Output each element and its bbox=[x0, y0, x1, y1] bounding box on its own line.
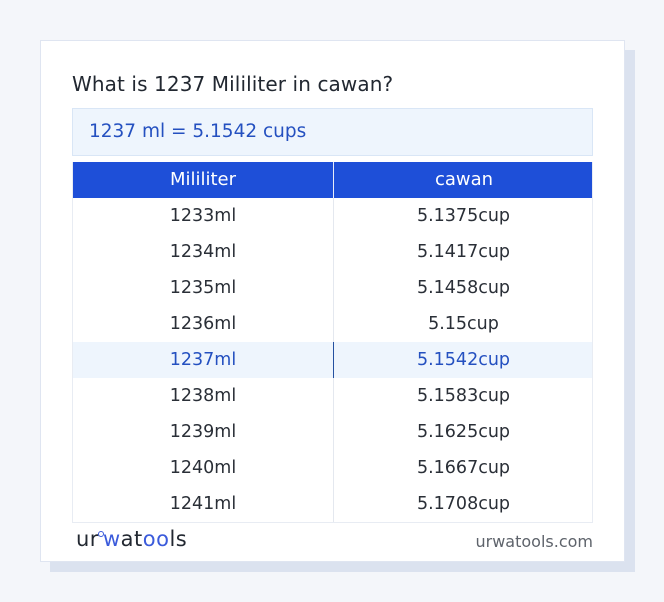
table-row: 1234ml 5.1417cup bbox=[73, 234, 592, 270]
cell-cup: 5.15cup bbox=[428, 314, 499, 334]
conversion-card: What is 1237 Mililiter in cawan? 1237 ml… bbox=[40, 40, 625, 562]
table-header: Mililiter cawan bbox=[73, 162, 592, 198]
cell-cup: 5.1667cup bbox=[416, 458, 511, 478]
cell-ml: 1235ml bbox=[73, 270, 334, 306]
table-row: 1238ml 5.1583cup bbox=[73, 378, 592, 414]
column-header-mililiter: Mililiter bbox=[73, 162, 334, 198]
cell-cup: 5.1458cup bbox=[416, 278, 511, 298]
page-title: What is 1237 Mililiter in cawan? bbox=[72, 72, 394, 96]
cell-cup: 5.1583cup bbox=[416, 386, 511, 406]
table-row: 1240ml 5.1667cup bbox=[73, 450, 592, 486]
result-text: 1237 ml = 5.1542 cups bbox=[89, 121, 307, 142]
conversion-table: Mililiter cawan 1233ml 5.1375cup 1234ml … bbox=[72, 162, 593, 523]
cell-ml: 1241ml bbox=[73, 486, 334, 522]
cell-ml: 1240ml bbox=[73, 450, 334, 486]
logo-text-at: at bbox=[120, 527, 143, 551]
logo-text-ls: ls bbox=[169, 527, 188, 551]
cell-cup: 5.1625cup bbox=[416, 422, 511, 442]
result-box: 1237 ml = 5.1542 cups bbox=[72, 108, 593, 156]
column-header-cawan: cawan bbox=[434, 169, 494, 190]
table-row: 1239ml 5.1625cup bbox=[73, 414, 592, 450]
logo-text-w: w bbox=[102, 527, 121, 551]
cell-ml: 1234ml bbox=[73, 234, 334, 270]
cell-ml: 1237ml bbox=[73, 342, 334, 378]
logo-text-ur: ur bbox=[76, 527, 99, 551]
table-row: 1233ml 5.1375cup bbox=[73, 198, 592, 234]
table-row: 1236ml 5.15cup bbox=[73, 306, 592, 342]
cell-ml: 1233ml bbox=[73, 198, 334, 234]
logo-text-oo: oo bbox=[142, 527, 170, 551]
table-row-highlighted: 1237ml 5.1542cup bbox=[73, 342, 592, 378]
table-row: 1241ml 5.1708cup bbox=[73, 486, 592, 522]
cell-cup: 5.1375cup bbox=[416, 206, 511, 226]
cell-cup: 5.1417cup bbox=[416, 242, 511, 262]
table-row: 1235ml 5.1458cup bbox=[73, 270, 592, 306]
cell-ml: 1239ml bbox=[73, 414, 334, 450]
urwatools-logo: ur watools bbox=[76, 527, 187, 551]
cell-cup: 5.1542cup bbox=[416, 350, 511, 370]
logo-dot-icon bbox=[97, 531, 104, 537]
cell-cup: 5.1708cup bbox=[416, 494, 511, 514]
footer-url: urwatools.com bbox=[475, 532, 594, 551]
cell-ml: 1238ml bbox=[73, 378, 334, 414]
cell-ml: 1236ml bbox=[73, 306, 334, 342]
